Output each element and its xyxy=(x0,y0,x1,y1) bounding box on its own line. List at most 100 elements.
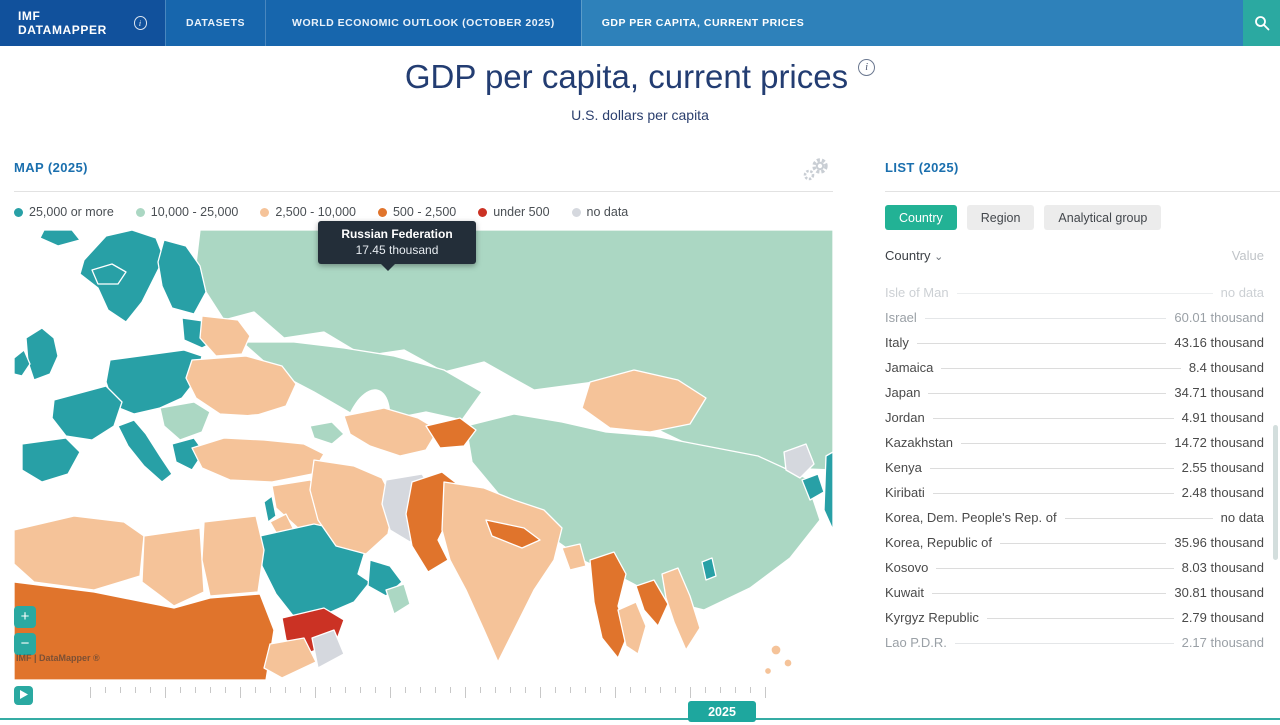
map-tooltip: Russian Federation 17.45 thousand xyxy=(318,221,476,271)
search-icon xyxy=(1254,16,1269,31)
tick-2022 xyxy=(720,687,721,693)
country-vietnam xyxy=(661,567,701,651)
year-handle[interactable]: 2025 xyxy=(688,701,756,722)
legend-item-0[interactable]: 25,000 or more xyxy=(14,205,114,219)
tick-1995 xyxy=(315,687,316,698)
table-row[interactable]: Japan 34.71 thousand xyxy=(885,380,1264,405)
country-bangladesh xyxy=(561,543,587,571)
country-france xyxy=(51,385,123,441)
tab-analytical-group[interactable]: Analytical group xyxy=(1044,205,1162,230)
tick-2025 xyxy=(765,687,766,698)
row-value: 35.96 thousand xyxy=(1174,535,1264,550)
page-title: GDP per capita, current prices i xyxy=(0,58,1280,96)
legend-item-3[interactable]: 500 - 2,500 xyxy=(377,205,456,219)
table-row[interactable]: Isle of Man no data xyxy=(885,280,1264,305)
nav-tab-2[interactable]: GDP PER CAPITA, CURRENT PRICES xyxy=(580,0,825,46)
year-slider[interactable] xyxy=(90,687,766,699)
world-map[interactable]: Russian Federation 17.45 thousand + − IM… xyxy=(14,221,833,680)
leader-line xyxy=(986,618,1174,619)
tick-1980 xyxy=(90,687,91,698)
tab-region[interactable]: Region xyxy=(966,205,1035,230)
tick-1985 xyxy=(165,687,166,698)
tick-2006 xyxy=(480,687,481,693)
row-country: Isle of Man xyxy=(885,285,949,300)
tick-2012 xyxy=(570,687,571,693)
table-row[interactable]: Italy 43.16 thousand xyxy=(885,330,1264,355)
country-balkans xyxy=(159,401,211,441)
tick-1981 xyxy=(105,687,106,693)
country-ireland xyxy=(14,349,31,377)
table-row[interactable]: Korea, Dem. People's Rep. of no data xyxy=(885,505,1264,530)
tab-country[interactable]: Country xyxy=(885,205,957,230)
tick-2016 xyxy=(630,687,631,693)
legend-item-5[interactable]: no data xyxy=(571,205,628,219)
country-north-korea xyxy=(783,443,815,479)
map-panel-header: MAP (2025) xyxy=(14,158,833,192)
row-value: 30.81 thousand xyxy=(1174,585,1264,600)
country-caucasus xyxy=(309,421,345,445)
zoom-in-button[interactable]: + xyxy=(14,606,36,628)
search-button[interactable] xyxy=(1243,0,1280,46)
row-country: Jamaica xyxy=(885,360,934,375)
list-panel-header: LIST (2025) xyxy=(885,160,1280,192)
table-row[interactable]: Israel 60.01 thousand xyxy=(885,305,1264,330)
nav-tab-1[interactable]: WORLD ECONOMIC OUTLOOK (OCTOBER 2025) xyxy=(265,0,581,46)
leader-line xyxy=(956,293,1213,294)
country-iceland xyxy=(91,263,127,285)
tick-2018 xyxy=(660,687,661,693)
table-row[interactable]: Jamaica 8.4 thousand xyxy=(885,355,1264,380)
tick-2002 xyxy=(420,687,421,693)
table-row[interactable]: Korea, Republic of 35.96 thousand xyxy=(885,530,1264,555)
tick-2021 xyxy=(705,687,706,693)
leader-line xyxy=(960,443,1167,444)
scrollbar-thumb[interactable] xyxy=(1273,425,1278,560)
list-column-headers: Country ⌄ Value xyxy=(885,248,1264,263)
legend-dot xyxy=(377,207,387,217)
title-info-icon[interactable]: i xyxy=(858,59,876,76)
row-value: 2.17 thousand xyxy=(1181,635,1264,650)
row-country: Kenya xyxy=(885,460,922,475)
leader-line xyxy=(932,593,1167,594)
play-button[interactable] xyxy=(14,686,33,705)
country-philippines xyxy=(770,644,782,656)
legend-item-4[interactable]: under 500 xyxy=(478,205,550,219)
map-watermark: IMF | DataMapper ® xyxy=(16,653,100,663)
map-settings-button[interactable] xyxy=(799,154,833,187)
table-row[interactable]: Kazakhstan 14.72 thousand xyxy=(885,430,1264,455)
table-row[interactable]: Lao P.D.R. 2.17 thousand xyxy=(885,630,1264,655)
map-panel-title: MAP (2025) xyxy=(14,160,88,175)
tick-1991 xyxy=(255,687,256,693)
tick-2011 xyxy=(555,687,556,693)
brand-info-icon[interactable]: i xyxy=(133,16,147,30)
tick-2019 xyxy=(675,687,676,693)
country-sort-header[interactable]: Country ⌄ xyxy=(885,248,944,263)
row-value: 2.55 thousand xyxy=(1181,460,1264,475)
country-mongolia xyxy=(581,369,707,433)
country-iran xyxy=(309,459,395,555)
country-somalia xyxy=(311,629,345,669)
row-country: Kiribati xyxy=(885,485,925,500)
leader-line xyxy=(1064,518,1213,519)
tick-2023 xyxy=(735,687,736,693)
choropleth-map-svg xyxy=(14,230,833,680)
legend-item-2[interactable]: 2,500 - 10,000 xyxy=(260,205,356,219)
tick-1996 xyxy=(330,687,331,693)
row-country: Italy xyxy=(885,335,909,350)
legend-item-1[interactable]: 10,000 - 25,000 xyxy=(135,205,238,219)
leader-line xyxy=(916,343,1167,344)
zoom-out-button[interactable]: − xyxy=(14,633,36,655)
country-algeria xyxy=(14,515,145,591)
table-row[interactable]: Kyrgyz Republic 2.79 thousand xyxy=(885,605,1264,630)
country-svalbard xyxy=(39,230,81,247)
table-row[interactable]: Kiribati 2.48 thousand xyxy=(885,480,1264,505)
table-row[interactable]: Kosovo 8.03 thousand xyxy=(885,555,1264,580)
row-value: 2.79 thousand xyxy=(1181,610,1264,625)
tick-2008 xyxy=(510,687,511,693)
tick-2009 xyxy=(525,687,526,693)
table-row[interactable]: Kenya 2.55 thousand xyxy=(885,455,1264,480)
brand-logo[interactable]: IMF DATAMAPPER i xyxy=(0,0,165,46)
table-row[interactable]: Jordan 4.91 thousand xyxy=(885,405,1264,430)
nav-tab-0[interactable]: DATASETS xyxy=(165,0,266,46)
table-row[interactable]: Kuwait 30.81 thousand xyxy=(885,580,1264,605)
